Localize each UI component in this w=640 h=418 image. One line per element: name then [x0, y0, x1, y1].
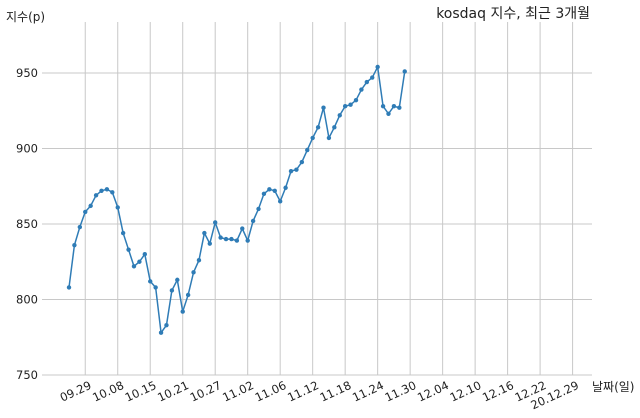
x-tick-label: 11.18: [318, 378, 354, 405]
data-point: [370, 75, 375, 80]
data-point: [110, 190, 115, 195]
series-kosdaq: [66, 64, 407, 335]
data-point: [305, 147, 310, 153]
data-point: [326, 135, 332, 141]
data-point: [315, 125, 321, 130]
data-point: [359, 87, 364, 92]
x-axis-ticks: 09.2910.0810.1510.2110.2711.0211.0611.12…: [58, 378, 581, 412]
data-point: [299, 159, 305, 165]
x-tick-label: 10.27: [188, 378, 224, 405]
data-point: [158, 330, 164, 335]
data-point: [169, 288, 175, 293]
data-point: [283, 185, 288, 190]
data-point: [342, 104, 348, 109]
data-point: [386, 111, 391, 116]
data-point: [153, 285, 158, 290]
data-point: [267, 187, 272, 192]
data-point: [250, 218, 256, 224]
data-point: [288, 168, 294, 174]
x-axis-label: 날짜(일): [592, 380, 634, 394]
grid: [42, 22, 592, 376]
data-point: [256, 206, 261, 212]
data-point: [185, 292, 191, 298]
data-point: [120, 230, 126, 236]
data-point: [137, 259, 142, 264]
y-tick-label: 850: [16, 217, 38, 231]
data-point: [218, 235, 223, 240]
data-point: [207, 241, 212, 246]
y-tick-label: 900: [16, 142, 38, 156]
data-point: [164, 322, 169, 328]
data-point: [261, 191, 267, 196]
data-point: [272, 188, 277, 193]
data-point: [191, 270, 196, 275]
x-tick-label: 12.16: [480, 378, 516, 405]
x-tick-label: 11.06: [253, 378, 289, 405]
data-point: [397, 105, 402, 110]
data-point: [148, 279, 153, 284]
data-point: [88, 203, 93, 209]
data-point: [364, 79, 370, 85]
x-tick-label: 11.24: [350, 378, 386, 405]
x-tick-label: 11.12: [285, 378, 321, 405]
data-point: [202, 230, 207, 236]
data-point: [375, 64, 380, 70]
y-tick-label: 800: [16, 293, 38, 307]
data-point: [83, 209, 88, 215]
x-tick-label: 12.10: [448, 378, 484, 405]
data-point: [93, 193, 99, 198]
series-line: [68, 64, 406, 335]
data-point: [126, 247, 131, 252]
data-point: [380, 104, 386, 109]
chart-title: kosdaq 지수, 최근 3개월: [436, 6, 590, 22]
data-point: [294, 167, 299, 172]
data-point: [240, 226, 245, 231]
data-point: [77, 224, 83, 230]
data-point: [99, 188, 104, 193]
x-tick-label: 10.15: [123, 378, 159, 405]
data-point: [234, 238, 240, 243]
data-point: [391, 104, 397, 109]
data-point: [104, 187, 110, 192]
x-tick-label: 11.02: [220, 378, 256, 405]
data-point: [277, 199, 283, 204]
data-point: [196, 258, 202, 263]
data-point: [310, 135, 315, 141]
x-tick-label: 09.29: [58, 378, 94, 405]
data-point: [131, 264, 137, 269]
data-point: [72, 242, 77, 248]
data-point: [402, 69, 407, 74]
data-point: [213, 220, 218, 225]
y-tick-label: 750: [16, 368, 38, 382]
data-point: [142, 252, 148, 257]
y-axis-label: 지수(p): [6, 10, 45, 24]
data-point: [66, 285, 72, 290]
data-point: [180, 309, 185, 314]
data-point: [115, 205, 120, 210]
x-tick-label: 12.04: [415, 378, 451, 405]
y-axis-ticks: 750 800 850 900 950: [16, 66, 38, 382]
data-point: [175, 277, 180, 283]
data-point: [229, 236, 234, 242]
data-point: [348, 102, 353, 107]
x-tick-label: 10.08: [90, 378, 126, 405]
data-point: [353, 97, 359, 103]
y-tick-label: 950: [16, 66, 38, 80]
x-tick-label: 11.30: [383, 378, 419, 405]
data-point: [245, 238, 250, 243]
x-tick-label: 10.21: [155, 378, 191, 405]
data-point: [223, 236, 229, 242]
data-point: [332, 125, 337, 130]
data-point: [321, 105, 326, 110]
data-point: [337, 113, 342, 118]
